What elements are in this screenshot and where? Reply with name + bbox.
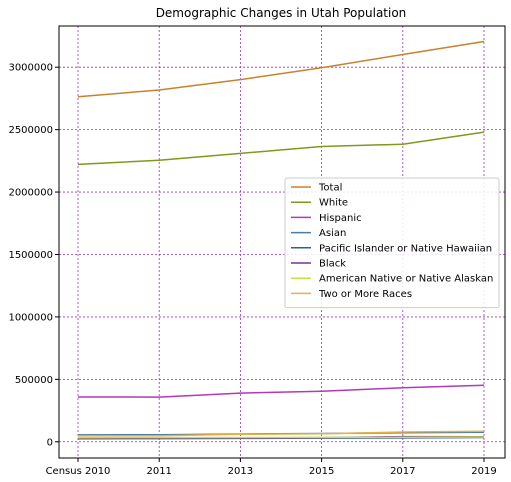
legend: Total White Hispanic Asian Pacific Islander … <box>284 177 500 309</box>
y-tick-label: 3000000 <box>8 63 53 74</box>
x-tick-label: Census 2010 <box>46 466 111 477</box>
plot-area <box>58 25 506 459</box>
y-tick-label: 2500000 <box>8 125 53 136</box>
series-line <box>77 436 485 439</box>
x-tick-label: 2011 <box>146 466 171 477</box>
y-tick-label: 1000000 <box>8 312 53 323</box>
chart-title: Demographic Changes in Utah Population <box>156 6 407 20</box>
legend-label: American Native or Native Alaskan <box>319 274 493 285</box>
legend-label: Black <box>319 259 346 270</box>
x-tick-label: 2013 <box>228 466 253 477</box>
series-line <box>77 40 485 98</box>
legend-label: Total <box>318 183 342 194</box>
legend-box <box>284 177 500 309</box>
y-tick-label: 0 <box>47 437 53 448</box>
legend-label: Two or More Races <box>318 289 412 300</box>
series-line <box>77 384 485 398</box>
series-line <box>77 430 485 437</box>
y-tick-label: 500000 <box>15 375 53 386</box>
series-lines <box>77 40 485 440</box>
x-tick-label: 2015 <box>309 466 334 477</box>
x-axis: Census 2010 2011 2013 2015 2017 2019 <box>46 458 497 477</box>
legend-label: Pacific Islander or Native Hawaiian <box>319 243 492 254</box>
x-tick-label: 2019 <box>471 466 496 477</box>
series-line <box>77 131 485 166</box>
legend-label: Hispanic <box>319 213 362 224</box>
y-tick-label: 1500000 <box>8 250 53 261</box>
legend-label: White <box>319 198 348 209</box>
x-tick-label: 2017 <box>390 466 415 477</box>
y-axis: 0 500000 1000000 1500000 2000000 2500000 30000… <box>8 63 59 448</box>
legend-label: Asian <box>319 228 346 239</box>
y-tick-label: 2000000 <box>8 188 53 199</box>
